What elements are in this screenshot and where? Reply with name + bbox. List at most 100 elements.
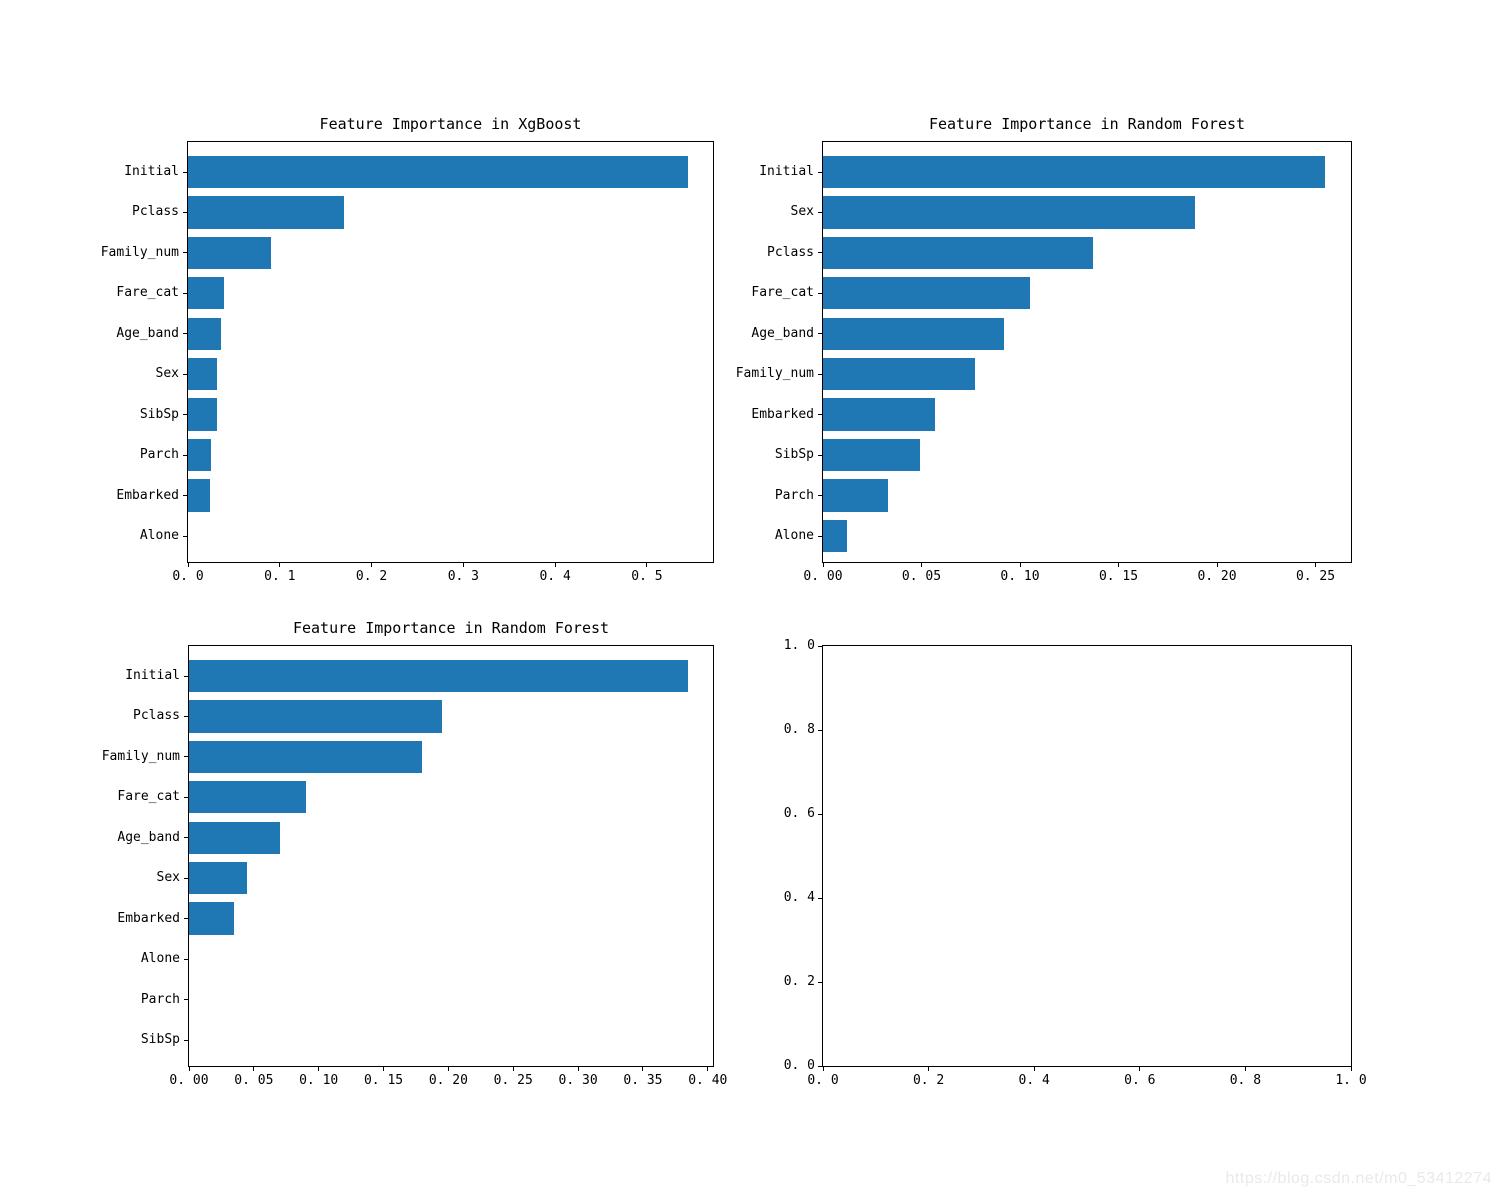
y-tick-mark [184,796,188,798]
x-tick-mark [253,1067,255,1071]
x-tick-label: 1. 0 [1335,1073,1367,1088]
x-tick-label: 0. 05 [901,569,942,584]
x-tick-label: 0. 8 [1229,1073,1262,1088]
y-tick-mark [183,535,187,537]
x-tick-mark [1033,1067,1035,1071]
y-tick-mark [818,454,822,456]
x-tick-label: 0. 4 [539,569,571,584]
x-tick-label: 0. 05 [234,1073,274,1088]
x-tick-label: 0. 4 [1018,1073,1050,1088]
y-tick-mark [183,292,187,294]
category-label: Fare_cat [117,789,180,805]
category-label: Alone [140,951,180,967]
x-tick-label: 0. 35 [623,1073,663,1088]
y-tick-mark [184,675,188,677]
x-tick-mark [646,563,648,567]
importance-bar [189,700,442,733]
importance-bar [188,196,345,229]
category-label: Embarked [117,910,180,926]
y-tick-mark [184,877,188,879]
importance-bar [823,155,1326,189]
y-tick-mark [183,171,187,173]
importance-bar [188,398,218,431]
y-tick-mark [184,1039,188,1041]
x-tick-mark [188,1067,190,1071]
category-label: Initial [759,164,814,179]
y-tick-mark [818,414,822,416]
y-tick-mark [183,454,187,456]
category-label: Alone [139,528,179,543]
x-tick-label: 0. 0 [172,569,204,584]
category-label: SibSp [774,447,814,463]
x-tick-mark [187,563,189,567]
x-tick-mark [822,1067,824,1071]
x-tick-mark [1244,1067,1246,1071]
x-tick-label: 0. 15 [1098,569,1139,584]
category-label: Family_num [101,748,180,764]
importance-bar [189,821,280,854]
y-tick-mark [184,756,188,758]
importance-bar [188,438,211,472]
category-label: Parch [139,447,179,463]
category-label: Embarked [751,406,814,422]
category-label: Age_band [117,829,180,845]
importance-bar [823,317,1005,350]
x-tick-mark [554,563,556,567]
y-tick-mark [818,981,822,983]
y-tick-mark [818,813,822,815]
importance-bar [823,479,888,512]
y-tick-mark [818,292,822,294]
x-tick-label: 0. 20 [428,1073,468,1088]
x-tick-label: 0. 25 [1295,569,1336,584]
category-label: Initial [124,164,179,179]
chart-title-random-forest-top: Feature Importance in Random Forest [928,115,1246,133]
y-tick-mark [183,373,187,375]
category-label: Family_num [100,244,179,260]
x-tick-label: 0. 3 [447,569,479,584]
y-tick-mark [184,958,188,960]
x-tick-mark [1350,1067,1352,1071]
chart-title-random-forest-bottom: Feature Importance in Random Forest [292,619,610,637]
x-tick-mark [707,1067,709,1071]
x-tick-label: 0. 30 [558,1073,598,1088]
category-label: SibSp [139,406,179,422]
x-tick-label: 0. 6 [1124,1073,1156,1088]
x-tick-mark [928,1067,930,1071]
y-tick-mark [818,1065,822,1067]
category-label: Age_band [116,325,179,341]
x-tick-mark [921,563,922,567]
category-label: SibSp [140,1032,180,1047]
category-label: Alone [774,528,814,543]
category-label: Sex [156,870,180,886]
x-tick-label: 0. 2 [355,569,388,584]
y-tick-mark [818,373,822,375]
y-tick-label: 0. 6 [783,806,815,821]
y-tick-mark [818,897,822,899]
y-tick-mark [183,211,187,213]
x-tick-label: 0. 0 [807,1073,839,1088]
x-tick-mark [318,1067,320,1071]
x-tick-label: 0. 1 [264,569,296,584]
y-tick-mark [184,837,188,839]
x-tick-label: 0. 2 [912,1073,945,1088]
importance-bar [189,659,689,693]
x-tick-mark [1216,563,1218,567]
category-label: Embarked [116,487,179,503]
y-tick-mark [183,333,187,335]
y-tick-mark [183,495,187,497]
x-tick-mark [447,1067,449,1071]
x-tick-mark [371,563,373,567]
x-tick-mark [462,563,464,567]
x-tick-label: 0. 25 [493,1073,533,1088]
x-tick-label: 0. 40 [688,1073,728,1088]
x-tick-label: 0. 00 [803,569,843,584]
x-tick-mark [577,1067,579,1071]
y-tick-mark [818,252,822,254]
x-tick-label: 0. 20 [1197,569,1237,584]
y-tick-label: 0. 2 [783,974,815,989]
importance-bar [189,862,248,895]
importance-bar [188,277,224,310]
y-tick-mark [818,729,822,731]
category-label: Fare_cat [116,285,179,301]
xgboost-importance-plot: 0. 0 0. 1 0. 2 0. 3 0. 4 0. 5 Initial Pclass Fam… [101,141,714,584]
